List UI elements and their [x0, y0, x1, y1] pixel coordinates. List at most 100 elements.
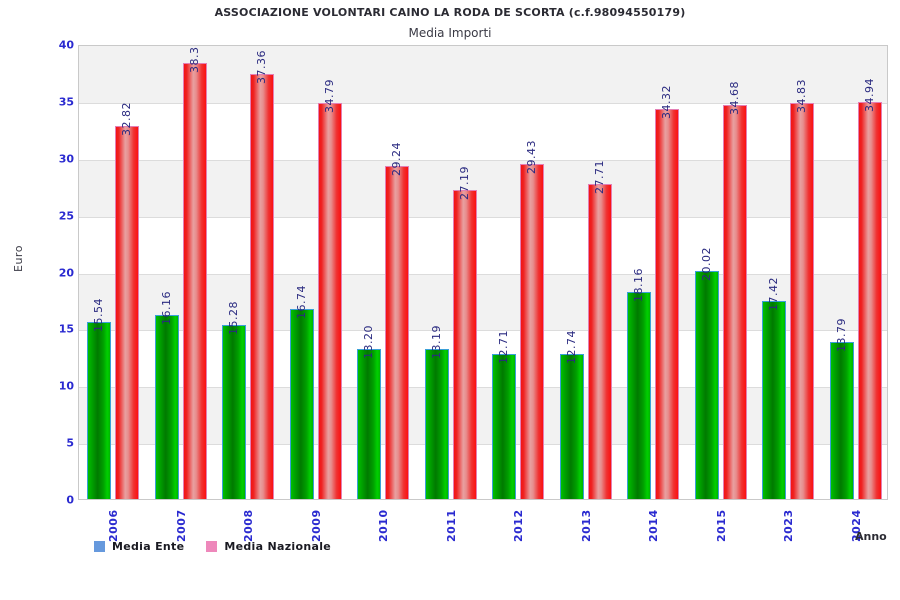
- bar-value-label: 18.16: [632, 268, 645, 303]
- bar-ente-2008[interactable]: [222, 325, 246, 499]
- bar-value-label: 12.74: [564, 330, 578, 365]
- bar-group: 20.02 34.68: [687, 46, 755, 499]
- y-axis-tick: 15: [58, 322, 74, 336]
- bar-group: 17.42 34.83: [754, 46, 822, 499]
- bar-ente-2015[interactable]: [694, 271, 719, 499]
- bar-value-label: 34.83: [795, 78, 808, 113]
- bar-ente-2010[interactable]: [357, 348, 381, 499]
- bar-ente-2024[interactable]: [829, 342, 854, 499]
- y-axis-tick: 20: [58, 266, 74, 279]
- chart-legend: Media Ente Media Nazionale: [94, 540, 331, 553]
- bar-value-label: 13.19: [429, 324, 443, 359]
- bar-value-label: 12.71: [497, 330, 510, 365]
- bar-value-label: 34.68: [727, 80, 741, 115]
- bar-nazionale-2023[interactable]: [790, 102, 814, 499]
- bar-ente-2023[interactable]: [762, 300, 786, 499]
- bar-ente-2011[interactable]: [424, 348, 449, 499]
- x-axis-tick: 2011: [444, 509, 458, 542]
- bar-value-label: 16.16: [159, 291, 173, 326]
- y-axis-tick: 0: [66, 493, 74, 507]
- bar-value-label: 15.28: [227, 301, 240, 336]
- bar-value-label: 37.36: [255, 50, 268, 85]
- gridline: [79, 273, 887, 275]
- bar-value-label: 13.20: [362, 324, 375, 359]
- bar-value-label: 34.32: [660, 84, 673, 119]
- x-axis-tick: 2023: [782, 509, 795, 542]
- bar-ente-2013[interactable]: [559, 354, 584, 499]
- bar-group: 13.19 27.19: [417, 46, 485, 499]
- legend-item-2[interactable]: Media Nazionale: [206, 540, 331, 553]
- bar-value-label: 27.71: [592, 159, 606, 194]
- bar-ente-2009[interactable]: [289, 308, 314, 499]
- bar-group: 16.74 34.79: [282, 46, 350, 499]
- bar-ente-2012[interactable]: [492, 354, 516, 499]
- bar-group: 12.71 29.43: [484, 46, 552, 499]
- gridline: [79, 159, 887, 161]
- bar-value-label: 17.42: [767, 276, 780, 311]
- bar-value-label: 16.74: [294, 284, 308, 319]
- y-axis-tick: 40: [58, 38, 74, 52]
- plot-band: [79, 159, 887, 217]
- x-axis-tick: 2013: [579, 509, 593, 542]
- bar-value-label: 13.79: [834, 318, 848, 353]
- bar-value-label: 32.82: [120, 101, 133, 136]
- bar-group: 18.16 34.32: [619, 46, 687, 499]
- gridline: [79, 102, 887, 104]
- y-axis-title: Euro: [12, 245, 25, 272]
- plot-area: 15.54 32.82 16.16 38.30 15.28 37.36 16.74 34.79…: [78, 45, 888, 500]
- x-axis-title: Anno: [855, 530, 887, 543]
- bar-ente-2014[interactable]: [627, 292, 651, 499]
- y-axis-tick-labels: 0 5 10 15 20 25 30 35 40: [36, 39, 74, 507]
- y-axis-tick: 5: [66, 436, 74, 450]
- bar-group: 12.74 27.71: [552, 46, 620, 499]
- bars-layer: 15.54 32.82 16.16 38.30 15.28 37.36 16.74 34.79…: [79, 46, 887, 499]
- x-axis-tick: 2015: [714, 509, 728, 542]
- legend-label: Media Nazionale: [224, 540, 332, 553]
- bar-nazionale-2015[interactable]: [722, 104, 747, 499]
- plot-band: [79, 273, 887, 331]
- x-axis-tick: 2007: [174, 509, 188, 542]
- plot-band: [79, 387, 887, 445]
- legend-swatch-icon: [94, 541, 105, 552]
- bar-group: 16.16 38.30: [147, 46, 215, 499]
- chart-subtitle: Media Importi: [408, 26, 492, 40]
- bar-nazionale-2024[interactable]: [857, 101, 882, 499]
- x-axis-tick: 2012: [512, 509, 525, 542]
- x-axis-tick: 2010: [377, 509, 390, 542]
- x-axis-tick: 2008: [242, 509, 255, 542]
- plot-band: [79, 46, 887, 103]
- bar-value-label: 38.30: [187, 45, 201, 74]
- legend-swatch-icon: [206, 541, 218, 552]
- page-title: ASSOCIAZIONE VOLONTARI CAINO LA RODA DE …: [214, 6, 686, 19]
- bar-nazionale-2006[interactable]: [115, 125, 139, 499]
- bar-nazionale-2012[interactable]: [520, 164, 544, 499]
- bar-value-label: 20.02: [699, 247, 713, 282]
- y-axis-tick: 30: [58, 152, 74, 166]
- bar-nazionale-2014[interactable]: [655, 108, 679, 499]
- y-axis-tick: 10: [58, 379, 74, 393]
- bar-nazionale-2007[interactable]: [182, 63, 207, 499]
- bar-nazionale-2008[interactable]: [250, 74, 274, 499]
- legend-item-1[interactable]: Media Ente: [94, 540, 184, 553]
- bar-group: 13.79 34.94: [822, 46, 888, 499]
- bar-value-label: 29.24: [390, 142, 403, 177]
- bar-value-label: 27.19: [457, 165, 471, 200]
- legend-label: Media Ente: [112, 540, 185, 553]
- bar-group: 15.28 37.36: [214, 46, 282, 499]
- bar-nazionale-2013[interactable]: [587, 183, 612, 499]
- gridline: [79, 330, 887, 332]
- bar-nazionale-2011[interactable]: [452, 189, 477, 499]
- gridline: [79, 444, 887, 446]
- bar-ente-2006[interactable]: [87, 322, 111, 499]
- bar-nazionale-2009[interactable]: [317, 103, 342, 499]
- y-axis-tick: 35: [58, 95, 74, 109]
- bar-value-label: 15.54: [92, 298, 105, 333]
- x-axis-tick: 2009: [309, 509, 323, 542]
- bar-group: 13.20 29.24: [349, 46, 417, 499]
- x-axis-tick: 2014: [647, 509, 660, 542]
- bar-value-label: 34.94: [862, 77, 876, 112]
- gridline: [79, 387, 887, 389]
- bar-nazionale-2010[interactable]: [385, 166, 409, 499]
- gridline: [79, 216, 887, 218]
- bar-ente-2007[interactable]: [154, 315, 179, 499]
